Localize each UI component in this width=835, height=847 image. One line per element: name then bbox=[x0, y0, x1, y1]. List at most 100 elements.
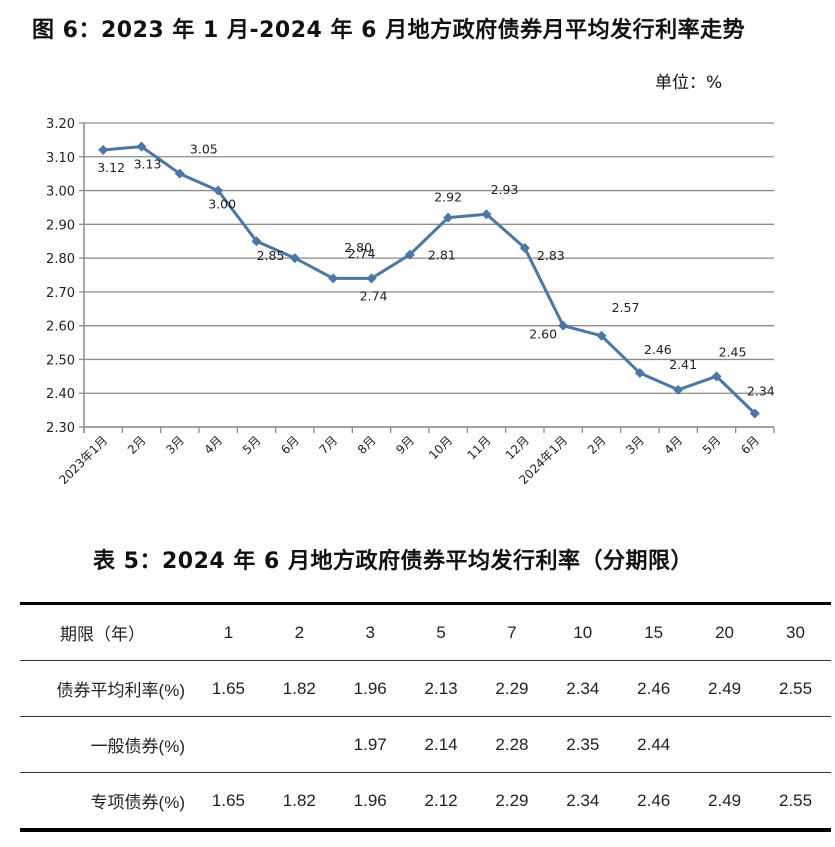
x-tick-label: 4月 bbox=[202, 433, 226, 457]
table-cell: 2.44 bbox=[618, 716, 690, 773]
header-cell: 1 bbox=[193, 602, 264, 661]
x-tick-label: 2023年1月 bbox=[56, 433, 110, 487]
data-point-marker bbox=[289, 253, 300, 264]
x-tick-label: 8月 bbox=[355, 433, 379, 457]
gridlines bbox=[84, 122, 774, 428]
data-label: 2.45 bbox=[719, 344, 747, 359]
data-markers bbox=[98, 141, 760, 419]
data-point-marker bbox=[404, 249, 415, 260]
rates-table: 期限（年） 1 2 3 5 7 10 15 20 30 债券平均利率(%) 1.… bbox=[20, 602, 831, 832]
table-cell: 2.14 bbox=[405, 716, 477, 773]
header-label: 期限（年） bbox=[20, 602, 193, 661]
data-label: 3.12 bbox=[97, 160, 125, 175]
data-point-marker bbox=[98, 145, 109, 156]
y-tick-label: 2.90 bbox=[46, 218, 75, 233]
y-tick-label: 3.10 bbox=[46, 151, 75, 166]
data-label: 2.74 bbox=[348, 246, 376, 261]
header-cell: 3 bbox=[334, 602, 406, 661]
x-tick-label: 3月 bbox=[163, 433, 187, 457]
data-point-marker bbox=[673, 384, 684, 395]
y-tick-label: 2.60 bbox=[46, 320, 75, 335]
y-tick-label: 3.00 bbox=[46, 185, 75, 200]
x-tick-label: 11月 bbox=[464, 433, 493, 462]
unit-label: 单位：% bbox=[655, 73, 723, 93]
row-label: 债券平均利率(%) bbox=[20, 660, 193, 717]
table-cell: 1.97 bbox=[334, 716, 406, 773]
table-cell: 2.49 bbox=[689, 772, 760, 832]
x-tick-label: 2月 bbox=[585, 433, 609, 457]
table-cell: 2.12 bbox=[405, 772, 477, 832]
y-tick-label: 3.20 bbox=[46, 117, 75, 132]
data-label: 3.13 bbox=[134, 157, 162, 172]
data-point-marker bbox=[558, 320, 569, 331]
data-point-marker bbox=[213, 185, 224, 196]
table-cell: 1.65 bbox=[193, 772, 264, 832]
data-label: 2.74 bbox=[360, 288, 388, 303]
x-tick-label: 12月 bbox=[503, 433, 532, 462]
table-cell: 1.82 bbox=[263, 660, 335, 717]
x-tick-label: 6月 bbox=[738, 433, 762, 457]
row-label: 一般债券(%) bbox=[20, 716, 193, 773]
data-point-marker bbox=[251, 236, 262, 247]
header-cell: 20 bbox=[689, 602, 760, 661]
y-tick-label: 2.70 bbox=[46, 286, 75, 301]
data-label: 2.83 bbox=[537, 248, 565, 263]
table-cell bbox=[263, 716, 335, 773]
x-tick-label: 5月 bbox=[700, 433, 724, 457]
table-cell: 2.28 bbox=[476, 716, 548, 773]
table-cell: 1.96 bbox=[334, 772, 406, 832]
header-cell: 5 bbox=[405, 602, 477, 661]
data-point-marker bbox=[481, 209, 492, 220]
line-chart: 3.20 3.10 3.00 2.90 2.80 2.70 2.60 2.50 2.40 2.30… bbox=[46, 117, 775, 487]
y-tick-label: 2.40 bbox=[46, 387, 75, 402]
data-point-marker bbox=[366, 273, 377, 284]
data-point-marker bbox=[596, 330, 607, 341]
y-axis-ticks: 3.20 3.10 3.00 2.90 2.80 2.70 2.60 2.50 2.40 2.30 bbox=[46, 117, 84, 436]
data-label: 3.05 bbox=[190, 142, 218, 157]
y-tick-label: 2.30 bbox=[46, 421, 75, 436]
table-cell: 2.49 bbox=[689, 660, 760, 717]
table-cell: 1.96 bbox=[334, 660, 406, 717]
header-cell: 2 bbox=[263, 602, 335, 661]
data-label: 2.92 bbox=[434, 190, 462, 205]
data-point-marker bbox=[634, 367, 645, 378]
data-label: 3.00 bbox=[208, 197, 236, 212]
table-row: 债券平均利率(%) 1.65 1.82 1.96 2.13 2.29 2.34 … bbox=[20, 660, 831, 717]
table-cell: 2.34 bbox=[547, 660, 619, 717]
x-tick-label: 10月 bbox=[426, 433, 455, 462]
table-row: 一般债券(%) 1.97 2.14 2.28 2.35 2.44 bbox=[20, 716, 831, 773]
table-header-row: 期限（年） 1 2 3 5 7 10 15 20 30 bbox=[20, 602, 831, 661]
table-cell: 2.13 bbox=[405, 660, 477, 717]
data-labels: 3.12 3.133.053.002.852.802.742.812.92 2.93… bbox=[97, 142, 775, 399]
row-label: 专项债券(%) bbox=[20, 772, 193, 832]
data-point-marker bbox=[519, 242, 530, 253]
data-label: 2.41 bbox=[669, 357, 697, 372]
data-label: 2.85 bbox=[257, 248, 285, 263]
data-label: 2.34 bbox=[747, 383, 775, 398]
data-point-marker bbox=[443, 212, 454, 223]
data-point-marker bbox=[174, 168, 185, 179]
data-label: 2.80 bbox=[344, 240, 372, 255]
data-label: 2.57 bbox=[612, 300, 640, 315]
table-cell bbox=[760, 716, 831, 773]
table-cell: 2.55 bbox=[760, 772, 831, 832]
series-line bbox=[103, 145, 756, 415]
header-cell: 7 bbox=[476, 602, 548, 661]
table-cell: 2.29 bbox=[476, 660, 548, 717]
x-tick-label: 7月 bbox=[317, 433, 341, 457]
x-tick-label: 5月 bbox=[240, 433, 264, 457]
y-tick-label: 2.80 bbox=[46, 252, 75, 267]
table-cell bbox=[193, 716, 264, 773]
table-cell: 2.46 bbox=[618, 660, 690, 717]
data-label: 2.81 bbox=[428, 248, 456, 263]
data-point-marker bbox=[328, 273, 339, 284]
header-cell: 30 bbox=[760, 602, 831, 661]
x-tick-label: 6月 bbox=[278, 433, 302, 457]
table-cell: 2.34 bbox=[547, 772, 619, 832]
x-tick-label: 2月 bbox=[125, 433, 149, 457]
x-tick-label: 3月 bbox=[623, 433, 647, 457]
figure-title: 图 6：2023 年 1 月-2024 年 6 月地方政府债券月平均发行利率走势 bbox=[32, 18, 746, 43]
data-point-marker bbox=[711, 371, 722, 382]
table-cell: 2.55 bbox=[760, 660, 831, 717]
